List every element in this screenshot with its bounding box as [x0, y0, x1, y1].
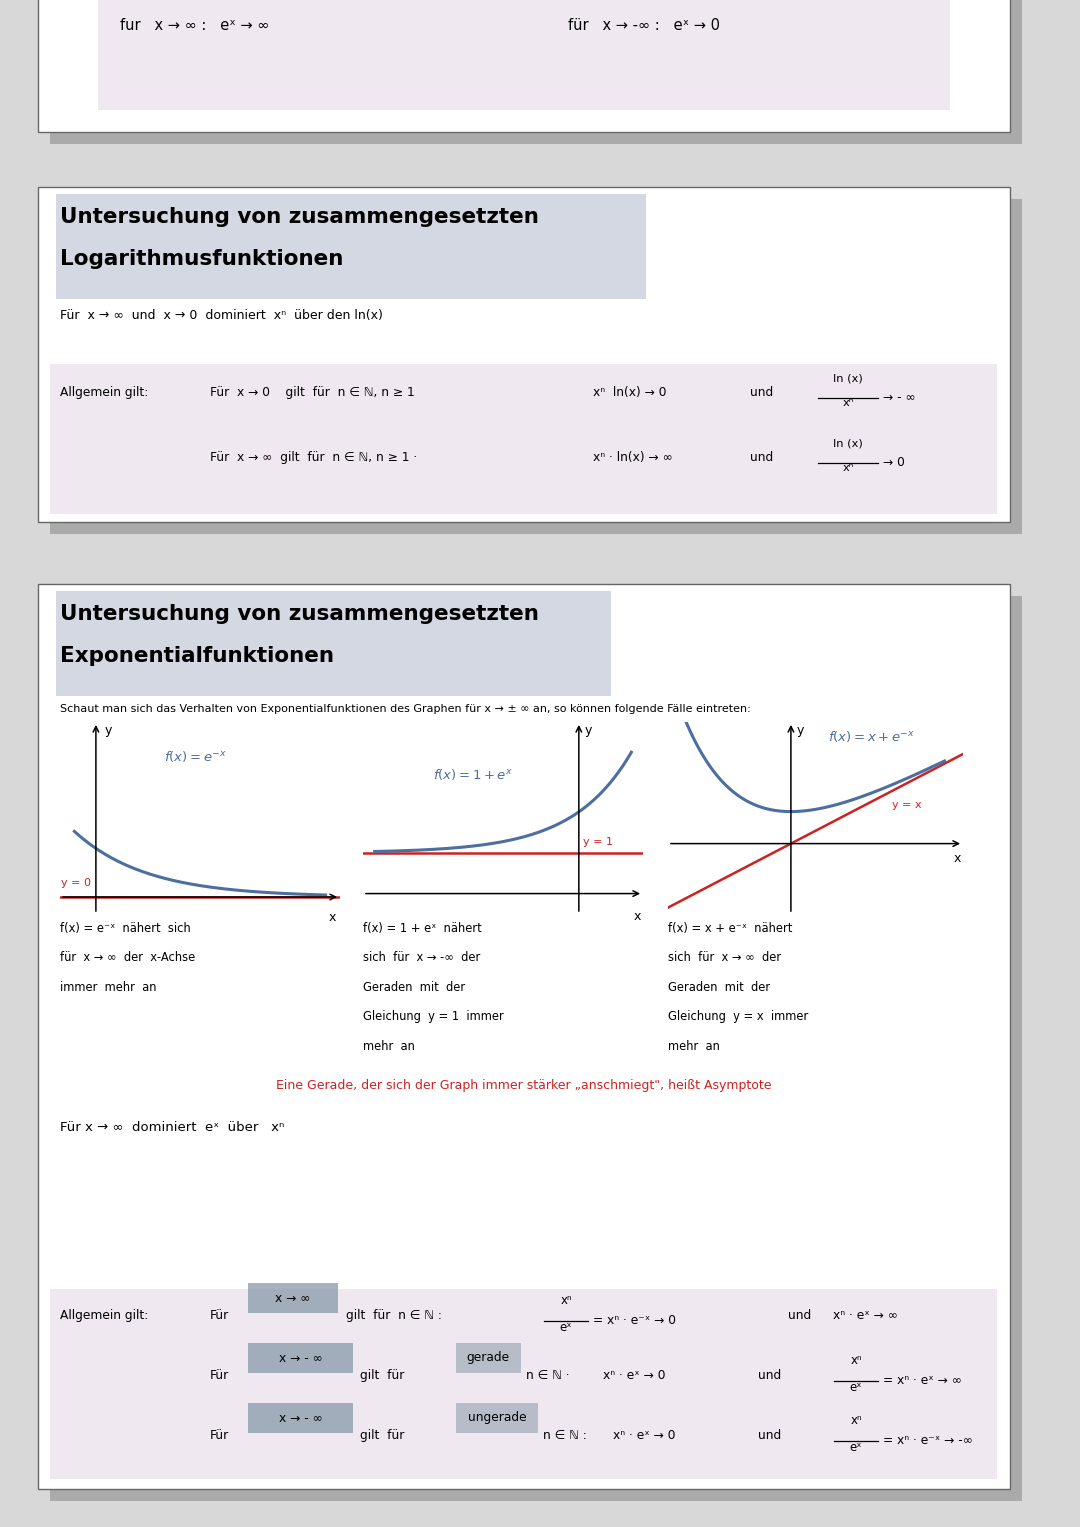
Text: eˣ: eˣ: [559, 1321, 572, 1335]
Text: Für x → ∞  dominiert  eˣ  über   xⁿ: Für x → ∞ dominiert eˣ über xⁿ: [60, 1121, 284, 1135]
Bar: [38, 583, 1010, 1489]
Text: Exponentialfunktionen: Exponentialfunktionen: [60, 646, 334, 666]
Text: xⁿ: xⁿ: [842, 399, 853, 408]
Text: eˣ: eˣ: [850, 1380, 862, 1394]
Text: n ∈ ℕ ·: n ∈ ℕ ·: [526, 1370, 569, 1382]
Bar: [50, 363, 997, 515]
Text: y = 1: y = 1: [583, 837, 613, 847]
Text: Geraden  mit  der: Geraden mit der: [669, 980, 770, 994]
Bar: [50, 199, 1022, 534]
Text: immer  mehr  an: immer mehr an: [60, 980, 157, 994]
Bar: [50, 596, 1022, 1501]
Text: fur   x → ∞ :   eˣ → ∞: fur x → ∞ : eˣ → ∞: [120, 18, 269, 34]
Text: Für: Für: [210, 1429, 229, 1441]
Bar: [456, 1403, 538, 1432]
Bar: [56, 591, 611, 696]
Text: und: und: [758, 1429, 781, 1441]
Text: gilt  für: gilt für: [360, 1429, 404, 1441]
Text: Untersuchung von zusammengesetzten: Untersuchung von zusammengesetzten: [60, 208, 539, 228]
Text: sich  für  x → ∞  der: sich für x → ∞ der: [669, 951, 781, 965]
Text: xⁿ · eˣ → 0: xⁿ · eˣ → 0: [613, 1429, 675, 1441]
Text: Untersuchung von zusammengesetzten: Untersuchung von zusammengesetzten: [60, 605, 539, 625]
Bar: [38, 186, 1010, 522]
Text: Für: Für: [210, 1309, 229, 1322]
Text: für  x → ∞  der  x-Achse: für x → ∞ der x-Achse: [60, 951, 195, 965]
Text: x: x: [329, 910, 337, 924]
Text: xⁿ · eˣ → ∞: xⁿ · eˣ → ∞: [833, 1309, 897, 1322]
Text: eˣ: eˣ: [850, 1441, 862, 1454]
Text: x → - ∞: x → - ∞: [279, 1411, 323, 1425]
Text: f(x) = 1 + eˣ  nähert: f(x) = 1 + eˣ nähert: [363, 922, 482, 935]
Text: gerade: gerade: [467, 1351, 510, 1365]
Text: $f(x) = x + e^{-x}$: $f(x) = x + e^{-x}$: [827, 730, 915, 744]
Text: $f(x) = 1 + e^x$: $f(x) = 1 + e^x$: [433, 767, 513, 782]
Bar: [50, 0, 1022, 144]
Text: = xⁿ · e⁻ˣ → 0: = xⁿ · e⁻ˣ → 0: [593, 1315, 676, 1327]
Text: Für: Für: [210, 1370, 229, 1382]
Text: f(x) = x + e⁻ˣ  nähert: f(x) = x + e⁻ˣ nähert: [669, 922, 793, 935]
Bar: [98, 0, 950, 110]
Text: x: x: [634, 910, 640, 922]
Text: x → - ∞: x → - ∞: [279, 1351, 323, 1365]
Text: und: und: [758, 1370, 781, 1382]
Text: gilt  für  n ∈ ℕ :: gilt für n ∈ ℕ :: [346, 1309, 442, 1322]
Text: → - ∞: → - ∞: [883, 391, 916, 405]
Bar: [456, 1344, 521, 1373]
Text: Gleichung  y = x  immer: Gleichung y = x immer: [669, 1011, 808, 1023]
Text: und: und: [750, 450, 773, 464]
Text: Für  x → ∞  und  x → 0  dominiert  xⁿ  über den ln(x): Für x → ∞ und x → 0 dominiert xⁿ über de…: [60, 308, 383, 322]
Bar: [248, 1403, 353, 1432]
Text: mehr  an: mehr an: [363, 1040, 415, 1054]
Text: Schaut man sich das Verhalten von Exponentialfunktionen des Graphen für x → ± ∞ : Schaut man sich das Verhalten von Expone…: [60, 704, 751, 715]
Text: Für  x → ∞  gilt  für  n ∈ ℕ, n ≥ 1 ·: Für x → ∞ gilt für n ∈ ℕ, n ≥ 1 ·: [210, 450, 417, 464]
Text: xⁿ: xⁿ: [850, 1414, 862, 1428]
Text: Gleichung  y = 1  immer: Gleichung y = 1 immer: [363, 1011, 503, 1023]
Text: ln (x): ln (x): [833, 438, 863, 449]
Text: xⁿ  ln(x) → 0: xⁿ ln(x) → 0: [593, 386, 666, 399]
Text: gilt  für: gilt für: [360, 1370, 404, 1382]
Text: xⁿ: xⁿ: [842, 463, 853, 473]
Text: für   x → -∞ :   eˣ → 0: für x → -∞ : eˣ → 0: [568, 18, 720, 34]
Text: mehr  an: mehr an: [669, 1040, 720, 1054]
Text: = xⁿ · e⁻ˣ → -∞: = xⁿ · e⁻ˣ → -∞: [883, 1434, 973, 1448]
Bar: [38, 0, 1010, 131]
Text: und: und: [788, 1309, 811, 1322]
Text: $f(x) = e^{-x}$: $f(x) = e^{-x}$: [164, 748, 227, 764]
Text: ln (x): ln (x): [833, 374, 863, 383]
Text: f(x) = e⁻ˣ  nähert  sich: f(x) = e⁻ˣ nähert sich: [60, 922, 191, 935]
Text: x: x: [954, 852, 960, 864]
Text: xⁿ: xⁿ: [850, 1354, 862, 1367]
Text: sich  für  x → -∞  der: sich für x → -∞ der: [363, 951, 481, 965]
Text: Allgemein gilt:: Allgemein gilt:: [60, 1309, 148, 1322]
Text: y: y: [797, 724, 805, 736]
Text: = xⁿ · eˣ → ∞: = xⁿ · eˣ → ∞: [883, 1374, 962, 1387]
Text: y: y: [105, 724, 112, 738]
Text: Logarithmusfunktionen: Logarithmusfunktionen: [60, 249, 343, 269]
Text: xⁿ · eˣ → 0: xⁿ · eˣ → 0: [603, 1370, 665, 1382]
Text: xⁿ · ln(x) → ∞: xⁿ · ln(x) → ∞: [593, 450, 673, 464]
Text: y: y: [584, 724, 592, 738]
Text: → 0: → 0: [883, 457, 905, 469]
Text: Eine Gerade, der sich der Graph immer stärker „anschmiegt", heißt Asymptote: Eine Gerade, der sich der Graph immer st…: [276, 1080, 772, 1092]
Text: x → ∞: x → ∞: [275, 1292, 311, 1304]
Bar: [50, 1289, 997, 1480]
Bar: [248, 1283, 338, 1313]
Text: Für  x → 0    gilt  für  n ∈ ℕ, n ≥ 1: Für x → 0 gilt für n ∈ ℕ, n ≥ 1: [210, 386, 415, 399]
Text: ungerade: ungerade: [468, 1411, 526, 1425]
Text: Geraden  mit  der: Geraden mit der: [363, 980, 465, 994]
Text: und: und: [750, 386, 773, 399]
Text: n ∈ ℕ :: n ∈ ℕ :: [543, 1429, 586, 1441]
Text: Allgemein gilt:: Allgemein gilt:: [60, 386, 148, 399]
Text: xⁿ: xⁿ: [561, 1293, 571, 1307]
Bar: [248, 1344, 353, 1373]
Text: y = x: y = x: [892, 800, 922, 811]
Text: y = 0: y = 0: [62, 878, 92, 889]
Bar: [56, 194, 646, 299]
